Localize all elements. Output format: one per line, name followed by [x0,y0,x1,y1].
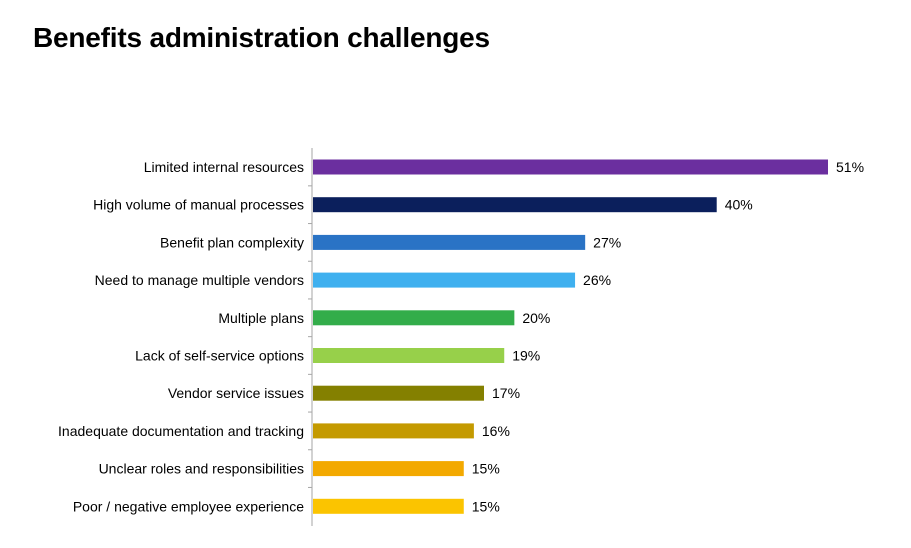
bar-poor-negative-employee-experience [313,498,464,514]
category-label-unclear-roles-and-responsibilities: Unclear roles and responsibilities [99,461,304,477]
value-label-unclear-roles-and-responsibilities: 15% [472,461,500,477]
category-label-need-to-manage-multiple-vendors: Need to manage multiple vendors [95,272,304,288]
bar-need-to-manage-multiple-vendors [313,272,576,288]
value-label-high-volume-of-manual-processes: 40% [725,197,753,213]
category-label-multiple-plans: Multiple plans [218,310,304,326]
category-label-inadequate-documentation-and-tracking: Inadequate documentation and tracking [58,423,304,439]
value-label-need-to-manage-multiple-vendors: 26% [583,272,611,288]
category-label-limited-internal-resources: Limited internal resources [144,159,304,175]
bar-multiple-plans [313,310,515,326]
value-label-multiple-plans: 20% [522,310,550,326]
value-label-vendor-service-issues: 17% [492,385,520,401]
bar-lack-of-self-service-options [313,348,505,363]
value-label-poor-negative-employee-experience: 15% [472,498,500,514]
category-label-benefit-plan-complexity: Benefit plan complexity [160,234,304,250]
value-label-inadequate-documentation-and-tracking: 16% [482,423,510,439]
bar-limited-internal-resources [313,159,828,175]
category-label-high-volume-of-manual-processes: High volume of manual processes [93,197,304,213]
bar-high-volume-of-manual-processes [313,197,717,213]
bar-unclear-roles-and-responsibilities [313,461,464,477]
bar-benefit-plan-complexity [313,234,586,250]
category-label-vendor-service-issues: Vendor service issues [168,385,304,401]
value-label-benefit-plan-complexity: 27% [593,234,621,250]
chart-title: Benefits administration challenges [33,22,490,53]
category-label-poor-negative-employee-experience: Poor / negative employee experience [73,498,304,514]
category-label-lack-of-self-service-options: Lack of self-service options [135,348,304,364]
value-label-lack-of-self-service-options: 19% [512,348,540,364]
value-label-limited-internal-resources: 51% [836,159,864,175]
bar-vendor-service-issues [313,385,484,401]
bar-inadequate-documentation-and-tracking [313,423,474,439]
